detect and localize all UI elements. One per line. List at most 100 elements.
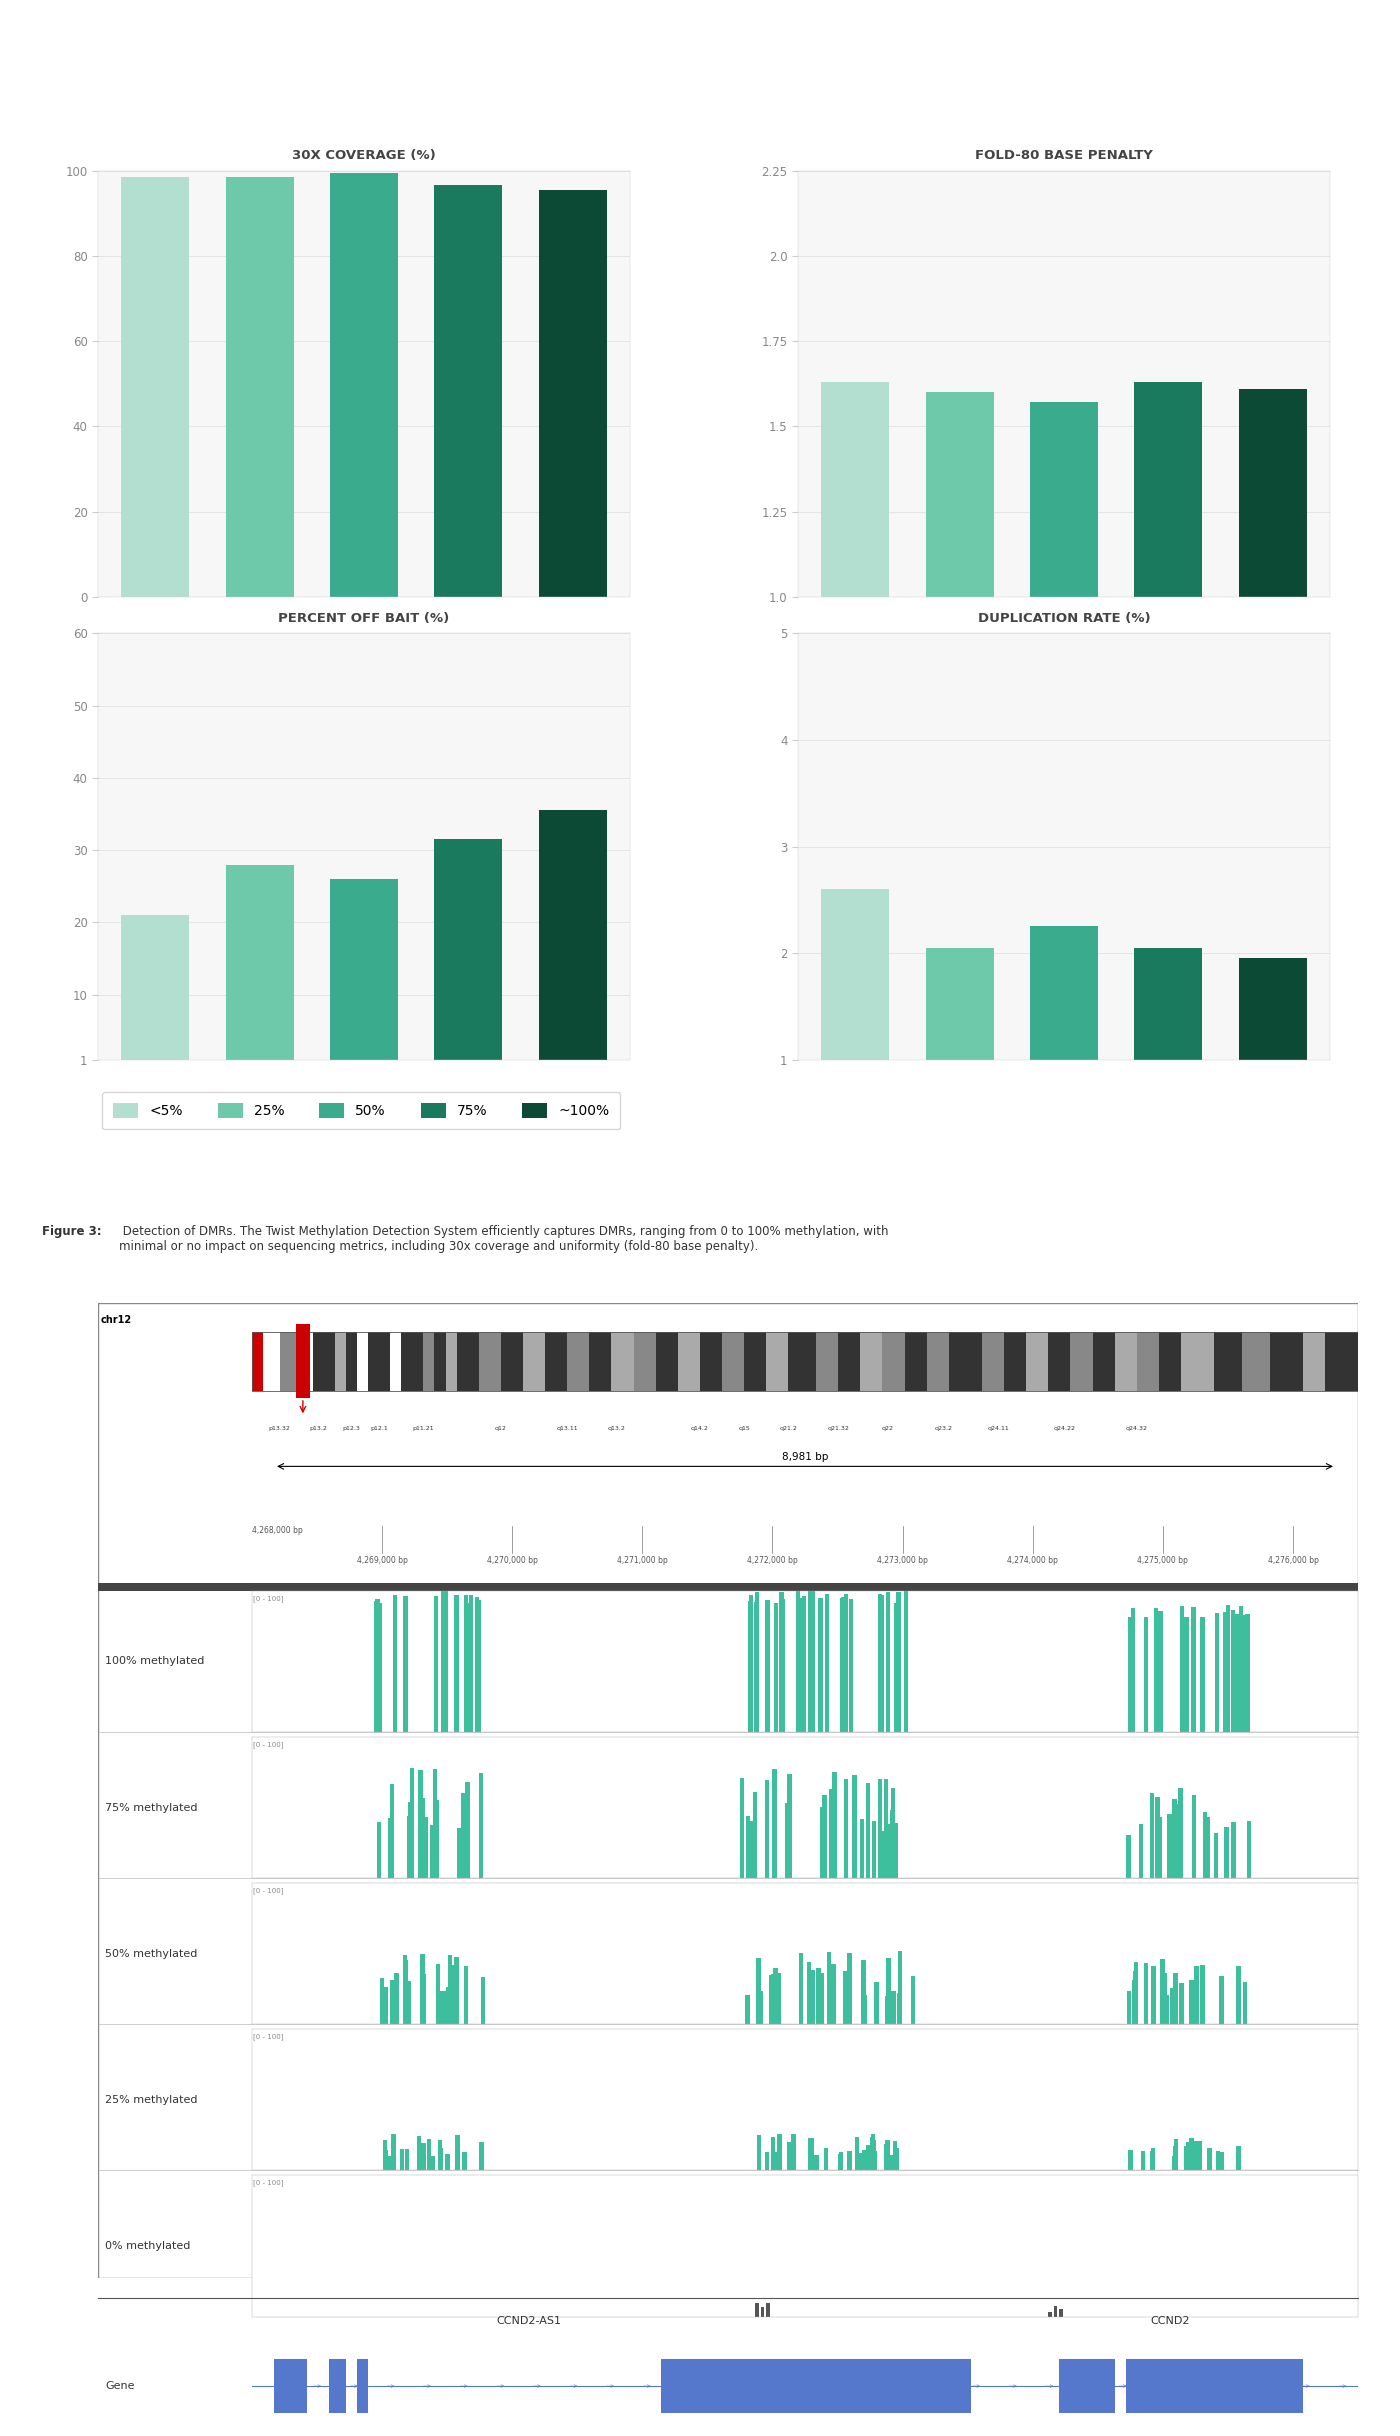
- Bar: [882, 1332, 904, 1391]
- Text: Gene: Gene: [105, 2380, 134, 2392]
- Bar: [853, 1790, 857, 1878]
- Bar: [330, 879, 398, 1067]
- Bar: [263, 1332, 280, 1391]
- Bar: [780, 1591, 784, 1732]
- Text: [0 - 100]: [0 - 100]: [253, 2180, 284, 2188]
- Bar: [430, 1825, 434, 1878]
- Bar: [1170, 1988, 1175, 2024]
- Text: 4,268,000 bp: 4,268,000 bp: [252, 1525, 302, 1535]
- Bar: [823, 2149, 827, 2170]
- Bar: [480, 1978, 484, 2024]
- Bar: [1127, 1990, 1131, 2024]
- Text: p13.32: p13.32: [269, 1425, 291, 1432]
- Bar: [839, 2153, 843, 2170]
- Text: [0 - 100]: [0 - 100]: [253, 1888, 284, 1895]
- Bar: [1191, 1795, 1197, 1878]
- Bar: [883, 2144, 888, 2170]
- Bar: [479, 1793, 483, 1878]
- Bar: [1184, 2146, 1189, 2170]
- Bar: [434, 1800, 438, 1878]
- Bar: [1173, 2146, 1177, 2170]
- Bar: [1219, 1976, 1224, 2024]
- Text: CCND2-AS1: CCND2-AS1: [496, 2317, 561, 2326]
- Bar: [840, 1598, 844, 1732]
- Bar: [749, 1822, 755, 1878]
- Bar: [893, 1825, 899, 1878]
- Text: 50% methylated: 50% methylated: [105, 1949, 197, 1959]
- Bar: [753, 1793, 757, 1878]
- Bar: [1049, 2312, 1051, 2317]
- Bar: [444, 1990, 448, 2024]
- Bar: [896, 1596, 900, 1732]
- Bar: [1159, 1332, 1182, 1391]
- Bar: [445, 1332, 456, 1391]
- Text: q13.2: q13.2: [608, 1425, 626, 1432]
- Bar: [893, 1603, 899, 1732]
- Bar: [420, 1798, 424, 1878]
- Bar: [403, 1956, 407, 2024]
- Bar: [427, 2139, 431, 2170]
- Bar: [927, 1332, 949, 1391]
- Bar: [1215, 1613, 1219, 1732]
- Bar: [479, 1773, 483, 1878]
- Bar: [904, 1591, 909, 1732]
- Bar: [403, 1596, 407, 1732]
- Bar: [1060, 2309, 1063, 2317]
- Bar: [1004, 1332, 1026, 1391]
- Bar: [896, 1993, 902, 2024]
- Bar: [302, 1332, 312, 1391]
- Bar: [825, 1593, 829, 1732]
- Bar: [479, 2141, 484, 2170]
- Bar: [225, 178, 294, 597]
- Bar: [463, 1600, 468, 1732]
- Bar: [1137, 1332, 1159, 1391]
- Bar: [1203, 1817, 1207, 1878]
- Bar: [419, 1769, 423, 1878]
- Bar: [874, 1983, 879, 2024]
- Bar: [297, 1325, 309, 1398]
- Bar: [925, 392, 994, 938]
- Bar: [421, 2146, 426, 2170]
- Text: 4,270,000 bp: 4,270,000 bp: [487, 1557, 538, 1564]
- Bar: [1239, 957, 1306, 1167]
- Bar: [766, 2302, 770, 2317]
- Text: p12.1: p12.1: [371, 1425, 388, 1432]
- Bar: [1126, 2358, 1302, 2414]
- Bar: [844, 1995, 848, 2024]
- Bar: [861, 1961, 865, 2024]
- Bar: [1030, 926, 1098, 1167]
- Bar: [822, 889, 889, 1167]
- Bar: [612, 1332, 634, 1391]
- Bar: [755, 2302, 759, 2317]
- Bar: [678, 1332, 700, 1391]
- Bar: [1173, 1973, 1177, 2024]
- Bar: [867, 1783, 871, 1878]
- Bar: [895, 2149, 899, 2170]
- Bar: [844, 1593, 848, 1732]
- Text: [0 - 100]: [0 - 100]: [253, 1742, 284, 1749]
- Bar: [819, 1973, 823, 2024]
- Bar: [1190, 2141, 1194, 2170]
- Bar: [1236, 1966, 1240, 2024]
- Bar: [1173, 2139, 1179, 2170]
- Bar: [773, 1825, 777, 1878]
- Text: 4,276,000 bp: 4,276,000 bp: [1267, 1557, 1319, 1564]
- Title: DUPLICATION RATE (%): DUPLICATION RATE (%): [977, 611, 1151, 626]
- Bar: [1243, 1983, 1247, 2024]
- Bar: [892, 1990, 896, 2024]
- Bar: [456, 1332, 479, 1391]
- Bar: [1165, 1995, 1169, 2024]
- Bar: [1026, 1332, 1049, 1391]
- Bar: [1138, 1825, 1144, 1878]
- Bar: [1233, 1615, 1239, 1732]
- Bar: [1133, 1971, 1137, 2024]
- Bar: [434, 1600, 438, 1732]
- Bar: [1161, 1959, 1165, 2024]
- Bar: [1158, 1610, 1162, 1732]
- Bar: [791, 2134, 795, 2170]
- Text: 75% methylated: 75% methylated: [105, 1803, 197, 1812]
- Bar: [384, 2149, 388, 2170]
- Bar: [1247, 1820, 1252, 1878]
- Bar: [456, 1827, 461, 1878]
- Bar: [839, 2151, 843, 2170]
